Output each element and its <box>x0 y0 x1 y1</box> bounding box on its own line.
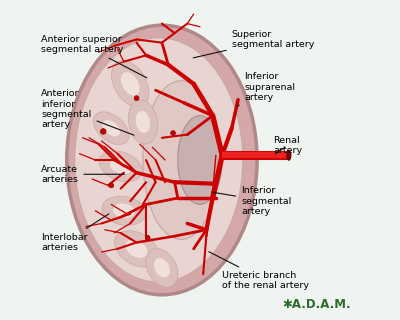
Ellipse shape <box>143 81 219 239</box>
Text: Inferior
segmental
artery: Inferior segmental artery <box>212 186 292 216</box>
Text: ✱A.D.A.M.: ✱A.D.A.M. <box>282 298 351 311</box>
Text: Ureteric branch
of the renal artery: Ureteric branch of the renal artery <box>209 252 309 291</box>
Ellipse shape <box>126 240 148 258</box>
Text: Inferior
suprarenal
artery: Inferior suprarenal artery <box>237 72 296 106</box>
Text: Superior
segmental artery: Superior segmental artery <box>193 30 314 58</box>
Text: Arcuate
arteries: Arcuate arteries <box>41 164 124 184</box>
Ellipse shape <box>113 204 135 218</box>
Ellipse shape <box>99 151 142 182</box>
Ellipse shape <box>136 111 150 133</box>
Ellipse shape <box>121 72 140 96</box>
Ellipse shape <box>154 258 170 277</box>
Circle shape <box>134 96 139 100</box>
Circle shape <box>171 131 176 135</box>
Ellipse shape <box>94 112 129 145</box>
Ellipse shape <box>146 249 178 287</box>
Ellipse shape <box>287 150 291 160</box>
Text: Anterior
inferior
segmental
artery: Anterior inferior segmental artery <box>41 89 134 135</box>
Ellipse shape <box>178 116 222 204</box>
Ellipse shape <box>75 38 243 282</box>
Ellipse shape <box>110 159 132 174</box>
Ellipse shape <box>112 60 149 107</box>
Text: Renal
artery: Renal artery <box>273 136 302 156</box>
Text: Interlobar
arteries: Interlobar arteries <box>41 214 109 252</box>
Ellipse shape <box>67 25 257 295</box>
Circle shape <box>109 183 114 188</box>
Ellipse shape <box>114 231 159 267</box>
Ellipse shape <box>102 196 146 225</box>
Ellipse shape <box>128 100 158 144</box>
Circle shape <box>100 129 106 134</box>
Text: Anterior superior
segmental artery: Anterior superior segmental artery <box>41 35 147 78</box>
Ellipse shape <box>102 120 120 137</box>
Circle shape <box>145 235 150 240</box>
